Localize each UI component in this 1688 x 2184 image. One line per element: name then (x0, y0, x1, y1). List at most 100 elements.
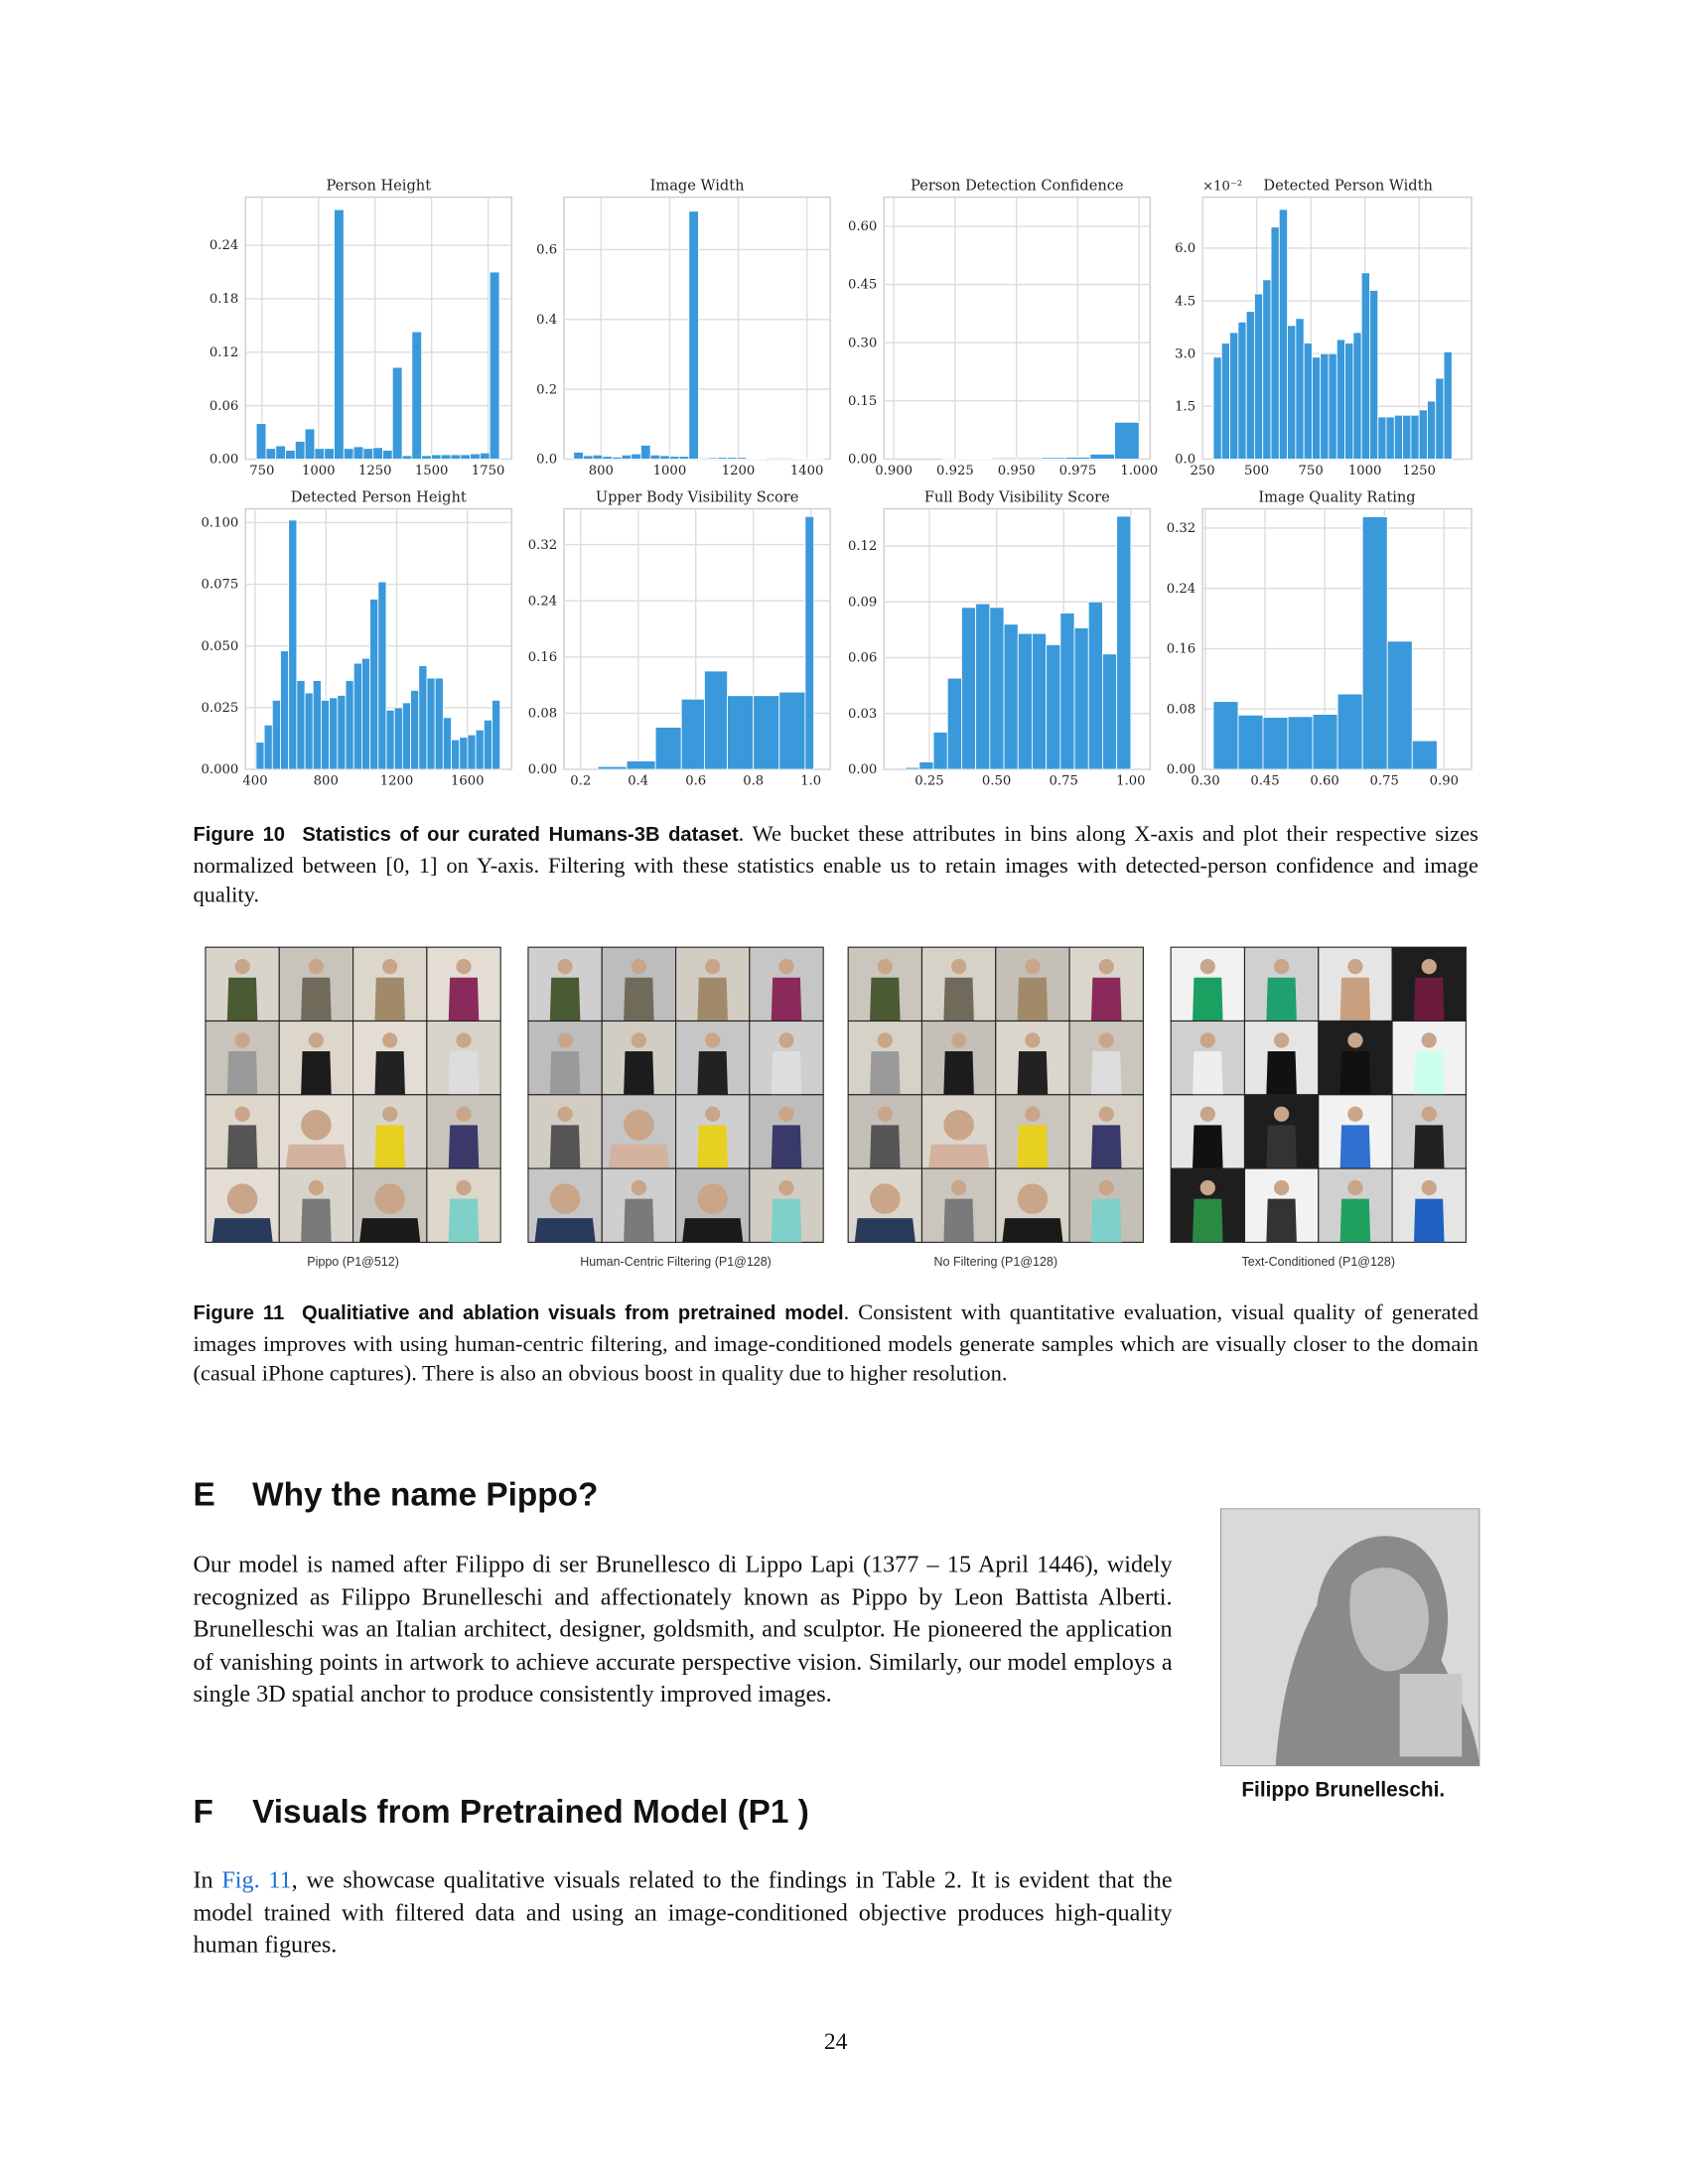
x-tick-label: 1500 (415, 464, 449, 478)
y-offset-label: ×10⁻² (1202, 180, 1242, 195)
x-tick-label: 0.2 (570, 773, 591, 788)
x-tick-label: 0.90 (1430, 773, 1459, 788)
y-tick-label: 0.0 (536, 453, 557, 468)
y-tick-label: 4.5 (1175, 294, 1196, 309)
y-tick-label: 0.00 (848, 762, 877, 777)
photo-body (448, 1125, 480, 1169)
bar (991, 457, 1018, 460)
photo-body (1413, 1051, 1445, 1095)
photo-head (1347, 1032, 1363, 1048)
photo-head (234, 1032, 250, 1048)
photo-body (211, 1218, 273, 1243)
y-tick-label: 0.24 (1167, 582, 1196, 597)
bar (678, 456, 690, 460)
bar (391, 366, 403, 460)
photo-body (549, 1051, 581, 1095)
photo-head (557, 1032, 573, 1048)
y-tick-label: 0.32 (1167, 521, 1196, 536)
photo-head (1017, 1183, 1049, 1214)
bar (778, 691, 806, 770)
photo-head (1273, 958, 1290, 975)
photo-head (1025, 1032, 1041, 1048)
x-tick-label: 1250 (358, 464, 392, 478)
photo-head (778, 1106, 794, 1122)
bar (475, 729, 485, 770)
photo-head (1347, 1179, 1363, 1196)
photo-head (456, 1179, 472, 1196)
bar (304, 428, 316, 460)
photo-body (1090, 1051, 1122, 1095)
photo-head (1025, 958, 1041, 975)
photo-body (534, 1218, 596, 1243)
bar (1377, 416, 1387, 460)
bar (793, 458, 805, 460)
photo-head (382, 1106, 398, 1122)
photo-body (359, 1218, 421, 1243)
photo-head (697, 1183, 728, 1214)
bar (707, 457, 719, 460)
photo-body (226, 977, 258, 1022)
x-tick-label: 1200 (380, 773, 414, 788)
bar (918, 761, 934, 770)
photo-head (1025, 1106, 1041, 1122)
bar (352, 446, 364, 460)
photo-body (1017, 977, 1049, 1022)
photo-head (631, 1179, 647, 1196)
photo-body (624, 1198, 654, 1243)
photo-body (549, 977, 581, 1022)
y-tick-label: 0.16 (528, 650, 557, 665)
photo-head (1098, 1179, 1114, 1196)
photo-head (549, 1183, 581, 1214)
x-tick-label: 0.900 (875, 464, 913, 478)
y-tick-label: 0.30 (848, 336, 877, 350)
figure-link[interactable]: Fig. 11 (221, 1865, 292, 1893)
photo-body (1017, 1051, 1049, 1095)
bar (334, 208, 345, 460)
bar (362, 448, 374, 460)
portrait-caption: Filippo Brunelleschi. (1241, 1778, 1446, 1803)
bar (698, 458, 709, 460)
photo-body (301, 1198, 332, 1243)
y-tick-label: 0.06 (848, 651, 877, 666)
caption-title: Qualitiative and ablation visuals from p… (301, 1302, 844, 1325)
y-tick-label: 0.0 (1175, 453, 1196, 468)
photo-head (1273, 1106, 1290, 1122)
x-tick-label: 0.75 (1050, 773, 1078, 788)
x-tick-label: 0.50 (982, 773, 1011, 788)
bar (659, 455, 670, 460)
photo-head (234, 958, 250, 975)
photo-head (624, 1110, 654, 1141)
bar (1312, 714, 1338, 770)
x-tick-label: 0.60 (1310, 773, 1338, 788)
chart-title: Person Height (326, 178, 431, 195)
bar (329, 697, 339, 770)
bar (966, 458, 993, 460)
bar (489, 271, 500, 460)
photo-body (771, 1198, 802, 1243)
photo-head (374, 1183, 405, 1214)
x-tick-label: 1.000 (1120, 464, 1158, 478)
bar (680, 698, 705, 770)
bar (483, 719, 492, 770)
bar (1385, 416, 1395, 460)
bar (324, 448, 335, 460)
bar (411, 331, 423, 460)
bar (631, 453, 641, 460)
bar (450, 454, 462, 460)
photo-body (771, 1125, 802, 1169)
photo-head (456, 1106, 472, 1122)
photo-body (697, 1051, 728, 1095)
section-heading: F Visuals from Pretrained Model (P1 ) (193, 1794, 808, 1833)
section-title: Visuals from Pretrained Model (P1 ) (252, 1793, 809, 1832)
bar (393, 707, 403, 770)
bar (654, 727, 682, 770)
x-tick-label: 0.75 (1370, 773, 1399, 788)
photo-head (870, 1183, 901, 1214)
photo-body (549, 1125, 581, 1169)
bar (989, 607, 1005, 770)
photo-body (285, 1144, 347, 1169)
bar (1369, 290, 1379, 460)
photo-body (374, 1051, 405, 1095)
portrait-book (1399, 1674, 1463, 1757)
x-tick-label: 1600 (451, 773, 485, 788)
